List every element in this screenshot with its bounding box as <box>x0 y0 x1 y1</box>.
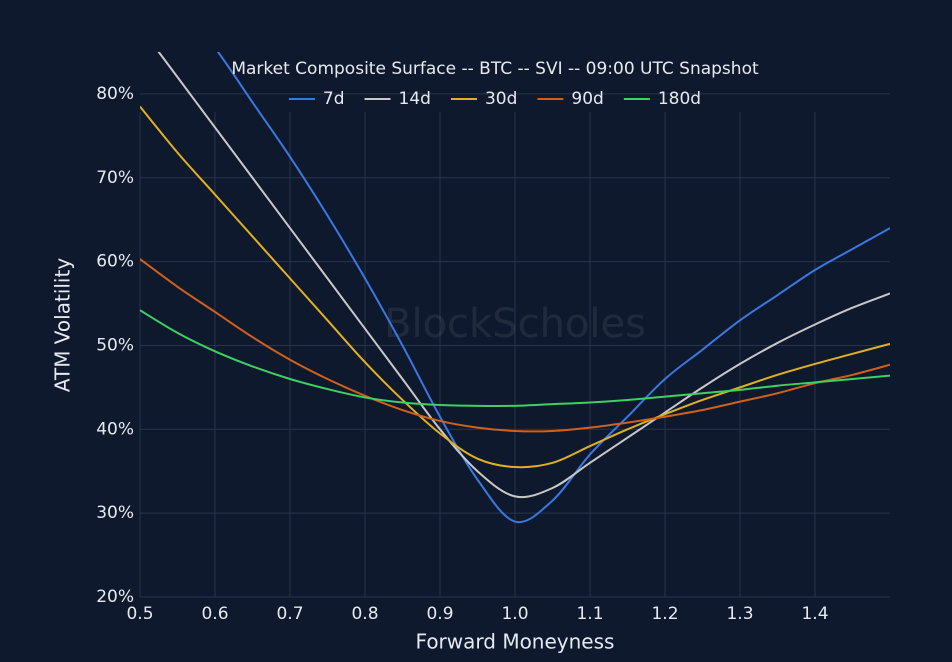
legend-label: 30d <box>485 89 517 109</box>
x-tick-label: 0.7 <box>276 604 303 624</box>
grid <box>139 93 890 598</box>
x-tick-label: 1.0 <box>501 604 528 624</box>
y-tick-label: 60% <box>96 252 134 272</box>
y-tick-label: 80% <box>96 84 134 104</box>
x-tick-label: 0.6 <box>201 604 228 624</box>
series-line <box>140 105 890 469</box>
series-line <box>157 52 890 499</box>
legend: 7d 14d 30d 90d 180d <box>288 89 701 109</box>
legend-label: 7d <box>323 89 345 109</box>
x-tick-label: 0.5 <box>126 604 153 624</box>
x-tick-label: 1.2 <box>651 604 678 624</box>
plot-area <box>140 52 890 524</box>
y-tick-label: 50% <box>96 335 134 355</box>
legend-label: 14d <box>399 89 431 109</box>
x-tick-label: 0.8 <box>351 604 378 624</box>
series-line <box>140 309 890 407</box>
y-tick-label: 70% <box>96 168 134 188</box>
x-tick-label: 1.1 <box>576 604 603 624</box>
x-tick-label: 1.4 <box>801 604 828 624</box>
chart-title: Market Composite Surface -- BTC -- SVI -… <box>231 59 759 79</box>
series-line <box>140 258 890 433</box>
y-tick-label: 30% <box>96 503 134 523</box>
legend-label: 180d <box>658 89 701 109</box>
y-tick-label: 20% <box>96 587 134 607</box>
series-line <box>216 52 890 524</box>
watermark: BlockScholes <box>384 301 646 347</box>
x-axis-title: Forward Moneyness <box>416 630 615 654</box>
y-axis-title: ATM Volatility <box>51 258 75 392</box>
x-tick-label: 1.3 <box>726 604 753 624</box>
y-tick-label: 40% <box>96 419 134 439</box>
x-tick-label: 0.9 <box>426 604 453 624</box>
legend-label: 90d <box>571 89 603 109</box>
